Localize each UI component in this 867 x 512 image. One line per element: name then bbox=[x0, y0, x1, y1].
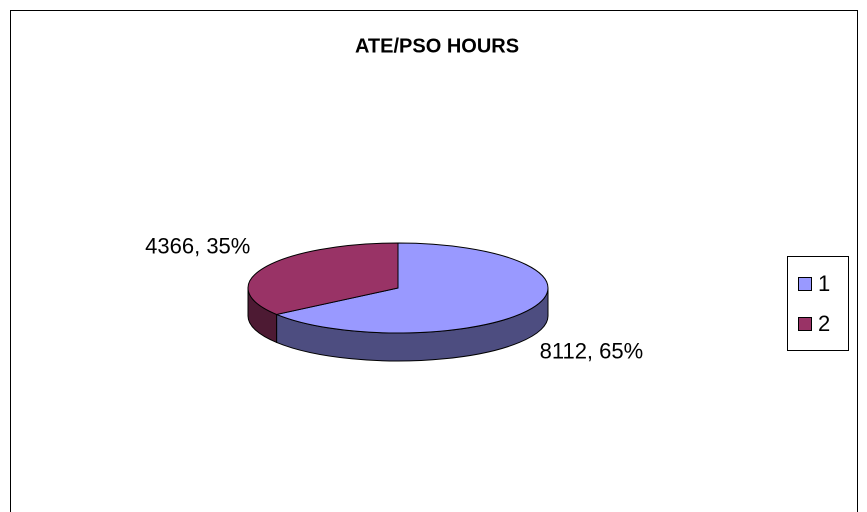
legend-label: 1 bbox=[818, 271, 830, 296]
legend-swatch bbox=[798, 317, 812, 331]
data-label: 4366, 35% bbox=[145, 233, 250, 258]
legend-box bbox=[787, 256, 849, 351]
legend-swatch bbox=[798, 277, 812, 291]
pie-slice bbox=[247, 242, 399, 315]
pie-slice bbox=[274, 242, 549, 334]
data-label: 8112, 65% bbox=[540, 338, 644, 363]
legend-label: 2 bbox=[818, 311, 830, 336]
chart-title: ATE/PSO HOURS bbox=[355, 35, 519, 57]
